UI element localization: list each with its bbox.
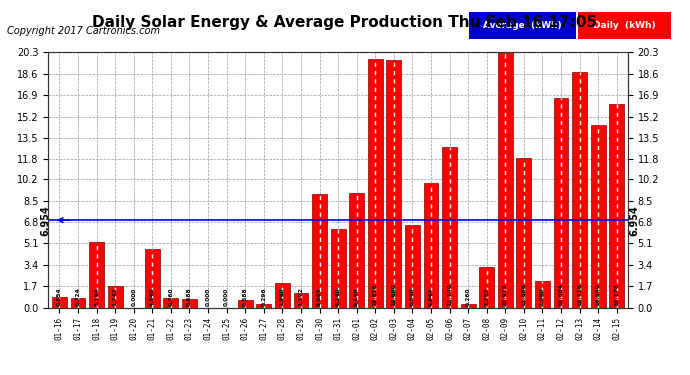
Text: Copyright 2017 Cartronics.com: Copyright 2017 Cartronics.com [7,26,160,36]
Text: 0.588: 0.588 [243,288,248,306]
Text: 1.980: 1.980 [280,288,285,306]
Bar [331,229,346,308]
Text: Daily  (kWh): Daily (kWh) [593,21,656,30]
Bar [108,286,123,308]
Text: 3.252: 3.252 [484,288,489,306]
Text: 0.000: 0.000 [131,288,136,306]
Text: 12.740: 12.740 [447,284,452,306]
Bar [238,300,253,307]
Bar [293,293,308,308]
Text: 0.296: 0.296 [262,288,266,306]
Bar [145,249,160,308]
Bar [572,72,587,308]
Text: 14.540: 14.540 [595,284,601,306]
Text: 0.000: 0.000 [206,288,210,306]
Text: 5.194: 5.194 [94,288,99,306]
Text: 16.176: 16.176 [614,284,619,306]
Text: 9.146: 9.146 [354,288,359,306]
Text: 20.912: 20.912 [503,284,508,306]
Text: 6.954: 6.954 [40,205,50,236]
Text: 9.944: 9.944 [428,288,433,306]
Text: 2.090: 2.090 [540,288,545,306]
Bar [516,158,531,308]
Bar [405,225,420,308]
Text: 0.854: 0.854 [57,288,62,306]
Bar [553,98,569,308]
Bar [442,147,457,308]
Bar [461,304,475,307]
Text: 16.664: 16.664 [558,284,564,306]
Bar [275,283,290,308]
Bar [182,299,197,307]
Text: 19.680: 19.680 [391,284,396,306]
Bar [609,104,624,308]
Bar [480,267,494,308]
Bar [52,297,67,307]
Text: Daily Solar Energy & Average Production Thu Feb 16 17:05: Daily Solar Energy & Average Production … [92,15,598,30]
Bar [368,58,383,308]
Text: 11.868: 11.868 [522,284,526,306]
Text: 6.540: 6.540 [410,288,415,306]
Text: 1.742: 1.742 [112,288,118,306]
Text: 0.000: 0.000 [224,288,229,306]
Bar [535,281,550,308]
Text: 4.648: 4.648 [150,288,155,306]
Text: 1.172: 1.172 [299,288,304,306]
Bar [89,242,104,308]
Bar [312,194,327,308]
Bar [498,45,513,308]
Text: 6.954: 6.954 [630,205,640,236]
Text: 6.240: 6.240 [335,288,341,306]
Text: 0.724: 0.724 [75,288,81,306]
Text: 18.718: 18.718 [577,284,582,306]
Bar [70,298,86,307]
Bar [386,60,402,308]
Text: 0.760: 0.760 [168,288,173,306]
Text: 9.064: 9.064 [317,288,322,306]
Bar [424,183,438,308]
Bar [349,193,364,308]
Bar [591,125,606,308]
Text: 0.688: 0.688 [187,288,192,306]
Text: 0.260: 0.260 [466,288,471,306]
Bar [164,298,178,307]
Text: Average  (kWh): Average (kWh) [484,21,562,30]
Bar [257,304,271,307]
Text: 19.818: 19.818 [373,284,377,306]
